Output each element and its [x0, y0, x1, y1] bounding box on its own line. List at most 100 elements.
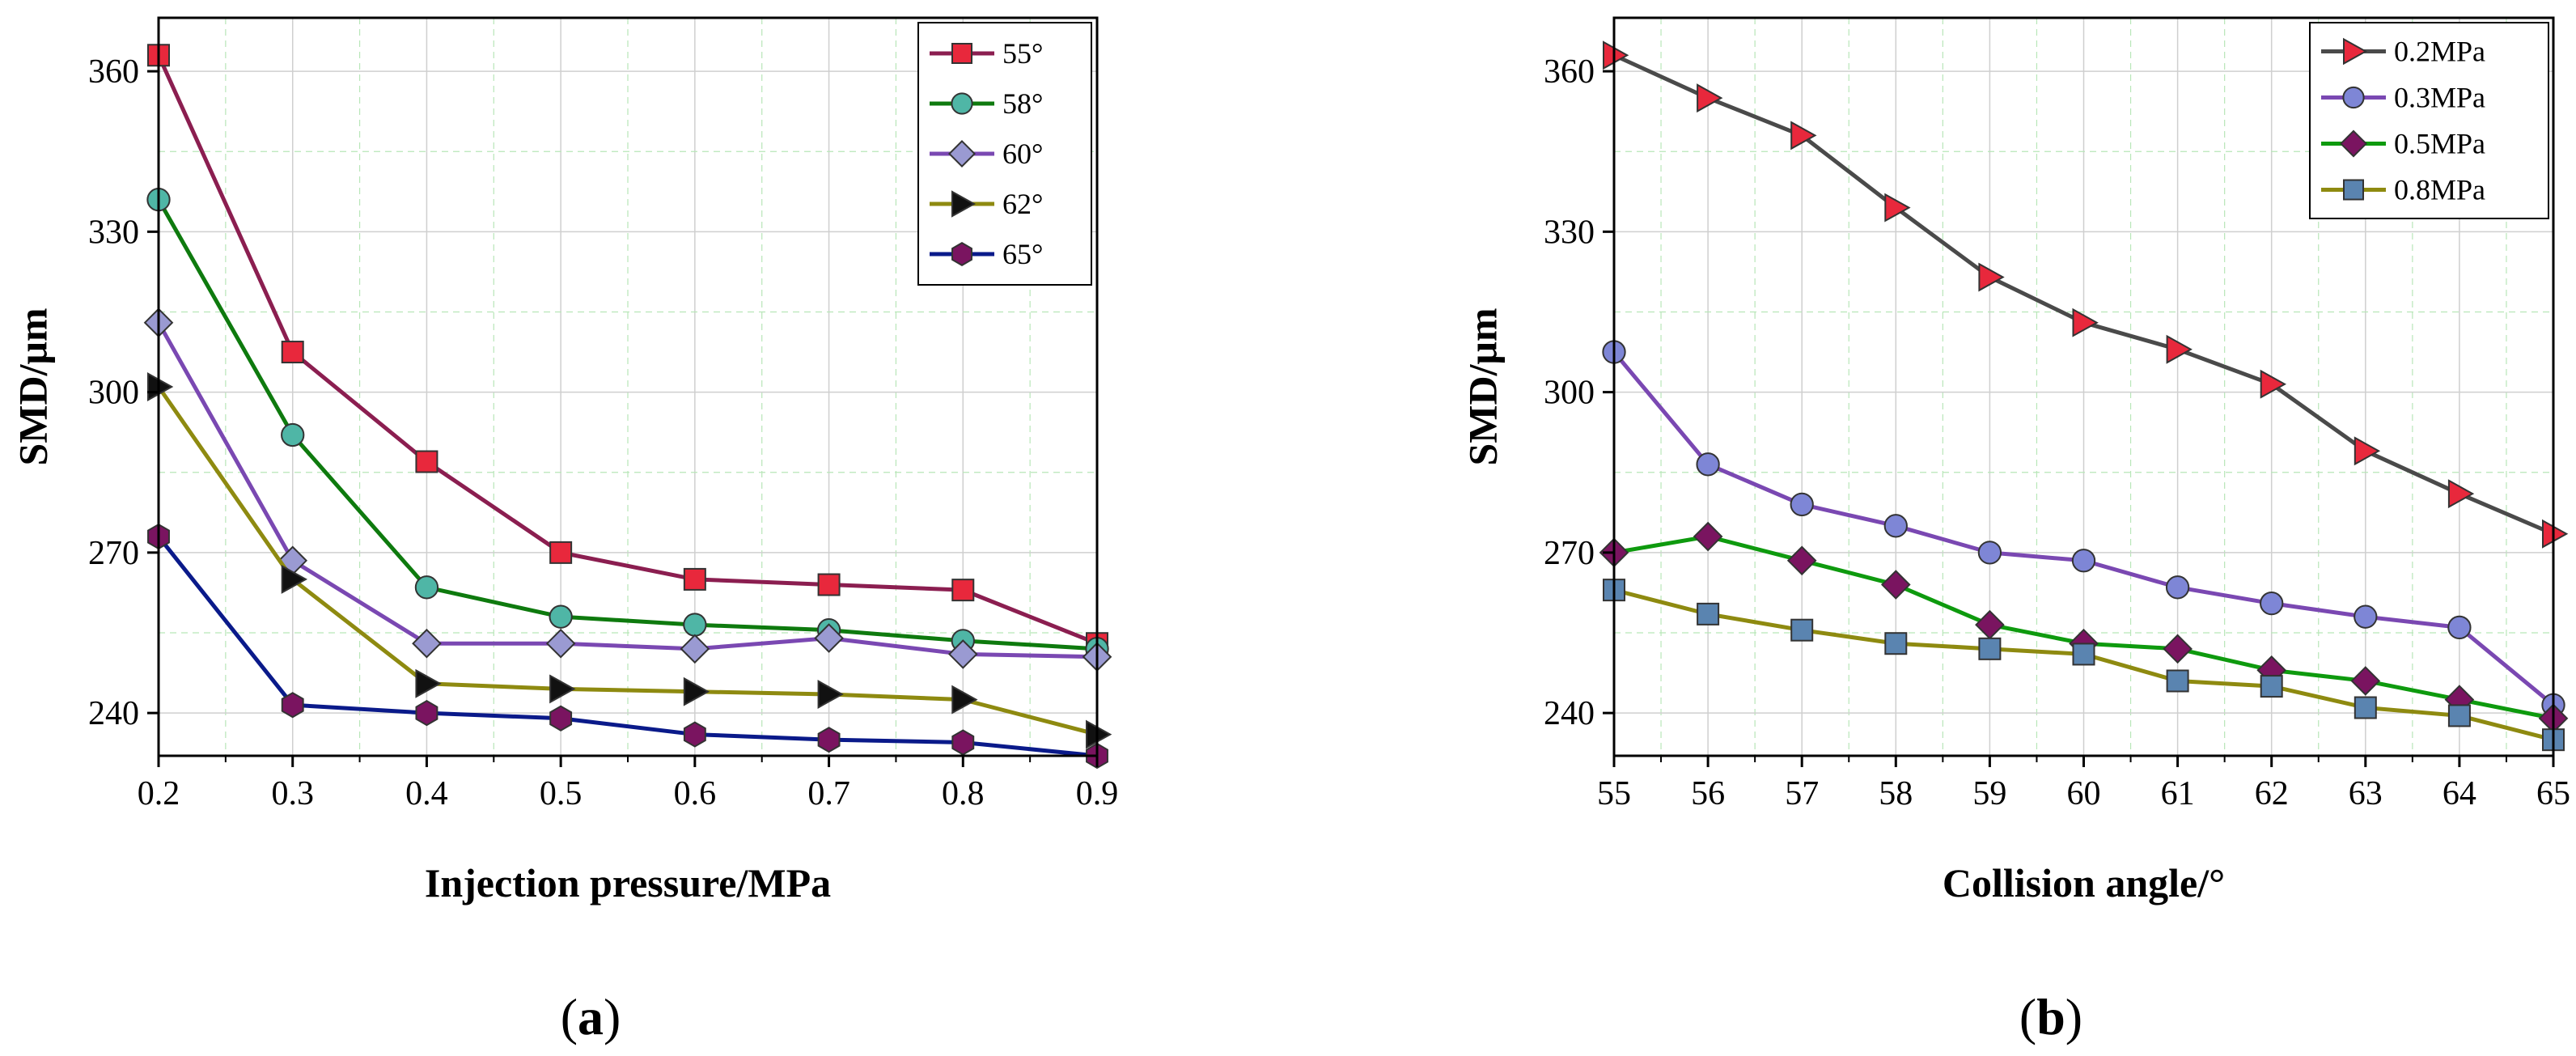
data-point-a-0-4 — [683, 567, 706, 591]
data-point-b-1-9 — [2447, 615, 2472, 640]
data-point-b-1-6 — [2165, 575, 2190, 600]
x-axis-label-a: Injection pressure/MPa — [425, 860, 831, 905]
data-point-b-3-1 — [1697, 602, 1720, 626]
data-point-a-3-3 — [549, 674, 576, 704]
x-tick-label-a-5: 0.7 — [807, 775, 850, 812]
y-tick-label-b-3: 330 — [1544, 214, 1595, 251]
data-point-a-0-1 — [281, 341, 304, 364]
y-tick-label-a-1: 270 — [88, 535, 139, 572]
data-point-b-0-3 — [1884, 193, 1911, 223]
data-point-b-2-1 — [1693, 521, 1723, 552]
x-tick-label-a-4: 0.6 — [674, 775, 717, 812]
y-tick-label-a-0: 240 — [88, 695, 139, 732]
legend-marker-a-0 — [951, 43, 972, 64]
legend-entry-a-2: 60° — [930, 138, 1043, 170]
data-point-b-3-2 — [1790, 618, 1814, 642]
data-point-b-1-1 — [1696, 452, 1720, 477]
data-point-b-3-5 — [2072, 643, 2095, 666]
series-line-a-3 — [156, 385, 1098, 736]
x-axis-label-b: Collision angle/° — [1943, 860, 2225, 905]
x-tick-label-b-8: 63 — [2349, 775, 2383, 812]
x-tick-label-a-6: 0.8 — [942, 775, 985, 812]
x-tick-label-b-2: 57 — [1785, 775, 1819, 812]
data-point-a-3-6 — [951, 685, 978, 715]
data-point-b-0-8 — [2354, 436, 2381, 466]
x-tick-label-a-0: 0.2 — [138, 775, 180, 812]
y-tick-label-b-0: 240 — [1544, 695, 1595, 732]
y-tick-label-b-2: 300 — [1544, 375, 1595, 412]
legend-b: 0.2MPa 0.3MPa 0.5MPa 0.8MPa — [2309, 22, 2549, 219]
data-point-a-1-1 — [281, 422, 305, 447]
data-point-b-1-3 — [1883, 514, 1908, 538]
legend-entry-a-4: 65° — [930, 238, 1043, 270]
x-tick-label-a-1: 0.3 — [271, 775, 314, 812]
x-tick-label-a-3: 0.5 — [540, 775, 583, 812]
panel-label-open-b: ( — [2019, 988, 2036, 1045]
y-tick-label-a-3: 330 — [88, 214, 139, 251]
legend-entry-b-0: 0.2MPa — [2321, 36, 2485, 68]
data-point-b-0-0 — [1603, 40, 1629, 70]
legend-label-a-0: 55° — [1002, 37, 1043, 70]
data-point-a-4-5 — [817, 727, 841, 753]
panel-label-open-a: ( — [561, 988, 578, 1045]
data-point-a-1-2 — [414, 575, 439, 600]
y-tick-label-b-1: 270 — [1544, 535, 1595, 572]
data-point-b-2-2 — [1786, 545, 1817, 576]
x-ticks-b: 55 56 57 58 59 60 61 62 63 64 65 — [1597, 756, 2570, 812]
legend-marker-a-1 — [951, 92, 973, 115]
data-point-a-2-2 — [412, 628, 442, 659]
legend-entry-a-1: 58° — [930, 87, 1043, 120]
series-line-a-1 — [156, 198, 1098, 651]
data-point-b-2-3 — [1880, 570, 1911, 600]
legend-label-b-3: 0.8MPa — [2394, 174, 2485, 206]
data-point-a-4-1 — [281, 692, 304, 719]
data-point-a-4-2 — [415, 700, 439, 727]
legend-label-a-1: 58° — [1002, 87, 1043, 120]
data-point-b-1-2 — [1790, 492, 1814, 517]
x-tick-label-b-1: 56 — [1691, 775, 1725, 812]
legend-marker-b-0 — [2343, 37, 2368, 66]
data-point-b-0-5 — [2072, 307, 2099, 337]
data-point-a-0-2 — [415, 450, 439, 473]
data-point-a-3-0 — [147, 372, 174, 401]
data-point-b-1-7 — [2260, 592, 2284, 616]
x-tick-label-b-4: 59 — [1972, 775, 2006, 812]
data-point-b-3-4 — [1978, 637, 2002, 660]
data-point-a-3-2 — [415, 668, 442, 698]
chart-panel-b: 55 56 57 58 59 60 61 62 63 64 65 240 270 300 330 360 C… — [1460, 16, 2570, 1045]
data-point-b-0-6 — [2166, 334, 2193, 364]
y-axis-label-a: SMD/μm — [10, 308, 55, 466]
panel-label-a: (a) — [561, 988, 621, 1045]
data-point-b-2-8 — [2350, 666, 2381, 696]
y-axis-label-b: SMD/μm — [1460, 308, 1505, 466]
data-point-b-0-10 — [2542, 519, 2569, 549]
y-tick-label-a-2: 300 — [88, 375, 139, 412]
legend-marker-a-2 — [947, 139, 977, 168]
legend-a: 55° 58° 60° 62° 65° — [917, 22, 1092, 286]
series-b-1 — [1602, 340, 2565, 717]
x-tick-label-a-2: 0.4 — [405, 775, 448, 812]
data-point-b-1-4 — [1977, 541, 2002, 565]
data-point-b-3-9 — [2447, 704, 2471, 727]
data-point-b-0-2 — [1790, 121, 1817, 151]
legend-marker-a-4 — [951, 242, 972, 266]
x-tick-label-b-0: 55 — [1597, 775, 1631, 812]
data-point-a-0-3 — [549, 541, 573, 564]
data-point-a-2-6 — [947, 639, 978, 669]
data-point-a-4-6 — [951, 729, 975, 756]
data-point-b-2-6 — [2163, 634, 2193, 664]
legend-marker-b-1 — [2342, 86, 2365, 109]
data-point-a-3-1 — [281, 564, 308, 594]
legend-label-b-0: 0.2MPa — [2394, 36, 2485, 68]
series-line-a-2 — [156, 321, 1098, 659]
legend-label-a-2: 60° — [1002, 138, 1043, 170]
legend-entry-b-3: 0.8MPa — [2321, 174, 2485, 206]
data-point-b-3-3 — [1884, 632, 1908, 655]
legend-label-b-2: 0.5MPa — [2394, 128, 2485, 160]
data-point-a-2-5 — [814, 623, 844, 653]
y-ticks-b: 240 270 300 330 360 — [1544, 53, 1614, 732]
panel-label-letter-b: b — [2036, 988, 2065, 1045]
series-a-3 — [147, 372, 1112, 749]
data-point-a-3-7 — [1086, 719, 1112, 749]
data-point-a-0-5 — [817, 573, 841, 596]
